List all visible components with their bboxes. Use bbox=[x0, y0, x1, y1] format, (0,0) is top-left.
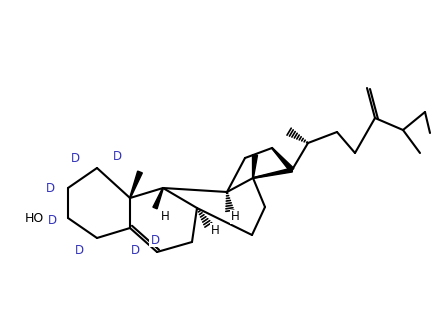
Text: D: D bbox=[150, 233, 159, 246]
Polygon shape bbox=[272, 148, 294, 172]
Polygon shape bbox=[253, 155, 258, 178]
Text: D: D bbox=[113, 149, 122, 162]
Text: H: H bbox=[211, 224, 219, 237]
Text: D: D bbox=[46, 181, 55, 194]
Text: D: D bbox=[47, 214, 57, 227]
Polygon shape bbox=[253, 168, 293, 178]
Text: D: D bbox=[74, 245, 84, 258]
Text: HO: HO bbox=[25, 211, 44, 224]
Polygon shape bbox=[130, 171, 142, 198]
Text: H: H bbox=[161, 210, 170, 223]
Text: D: D bbox=[71, 152, 80, 165]
Text: D: D bbox=[131, 245, 140, 258]
Polygon shape bbox=[153, 188, 163, 209]
Text: H: H bbox=[231, 210, 240, 224]
